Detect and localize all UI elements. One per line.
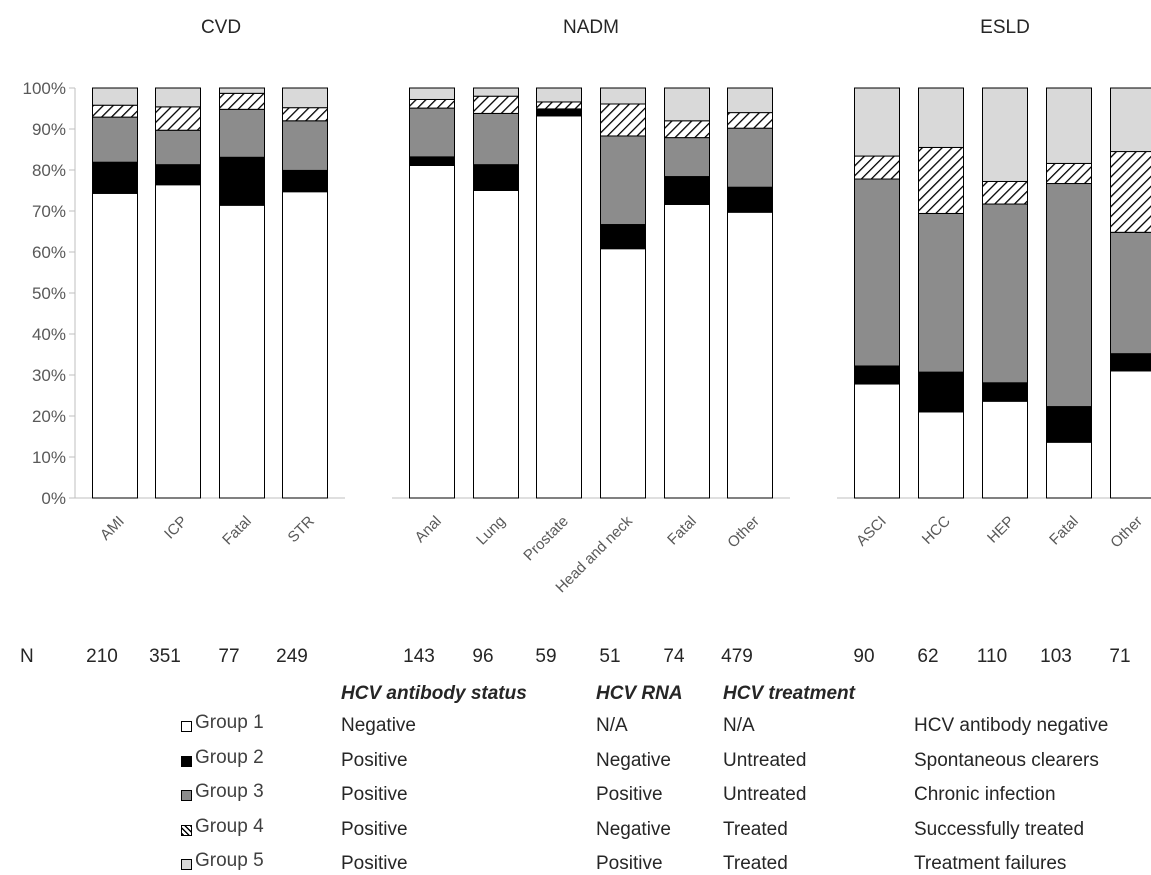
legend-treatment-value: Untreated: [723, 750, 806, 772]
legend-group-label: Group 5: [195, 850, 264, 872]
legend-rna-value: Negative: [596, 819, 671, 841]
legend-treatment-value: Treated: [723, 819, 788, 841]
legend-group-label: Group 1: [195, 712, 264, 734]
legend-header-treatment: HCV treatment: [723, 683, 855, 705]
legend-rna-value: Positive: [596, 784, 663, 806]
legend-antibody-value: Positive: [341, 819, 408, 841]
legend-description: Chronic infection: [914, 784, 1056, 806]
legend-rna-value: Negative: [596, 750, 671, 772]
legend-header-antibody: HCV antibody status: [341, 683, 527, 705]
legend-description: Successfully treated: [914, 819, 1084, 841]
legend-swatch: [181, 859, 192, 870]
legend-antibody-value: Positive: [341, 784, 408, 806]
legend-antibody-value: Negative: [341, 715, 416, 737]
legend-description: Spontaneous clearers: [914, 750, 1099, 772]
legend-swatch: [181, 825, 192, 836]
legend-swatch: [181, 721, 192, 732]
legend-group-label: Group 2: [195, 747, 264, 769]
legend-rna-value: N/A: [596, 715, 628, 737]
legend-description: Treatment failures: [914, 853, 1066, 875]
legend-treatment-value: N/A: [723, 715, 755, 737]
legend-antibody-value: Positive: [341, 750, 408, 772]
legend-swatch: [181, 756, 192, 767]
legend-group-label: Group 3: [195, 781, 264, 803]
legend-rna-value: Positive: [596, 853, 663, 875]
legend-group-label: Group 4: [195, 816, 264, 838]
legend-treatment-value: Treated: [723, 853, 788, 875]
legend-swatch: [181, 790, 192, 801]
legend-description: HCV antibody negative: [914, 715, 1108, 737]
legend-antibody-value: Positive: [341, 853, 408, 875]
legend-header-rna: HCV RNA: [596, 683, 683, 705]
legend-treatment-value: Untreated: [723, 784, 806, 806]
